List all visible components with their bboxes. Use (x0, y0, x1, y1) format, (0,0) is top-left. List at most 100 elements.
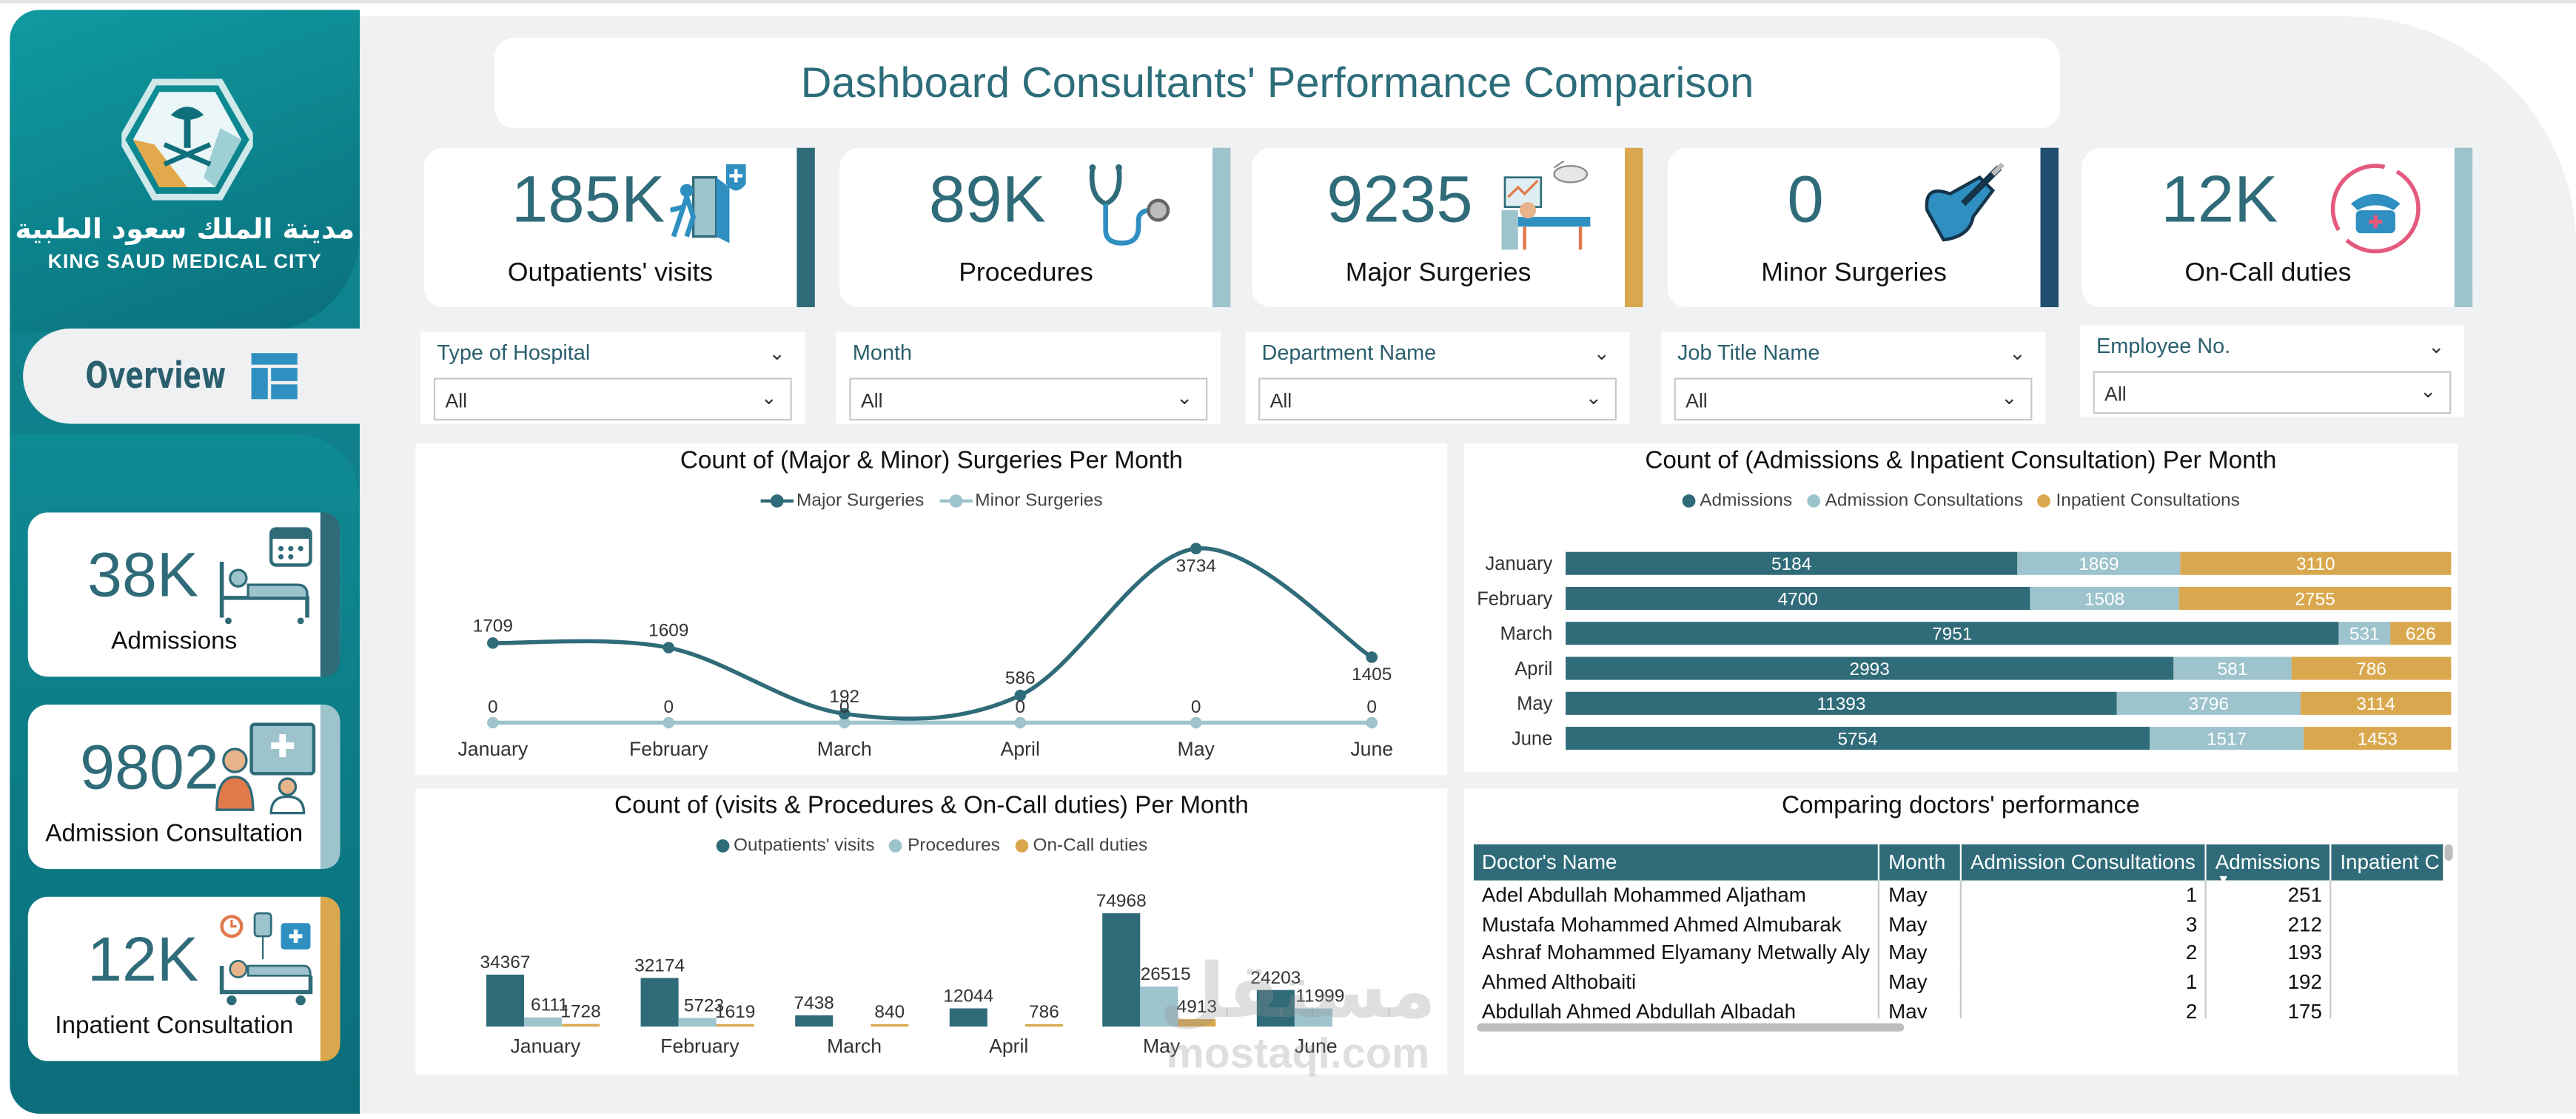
chevron-down-icon[interactable]: ⌄ (2009, 341, 2026, 365)
column-bar (486, 974, 524, 1027)
x-tick-label: February (660, 1035, 739, 1058)
filter-type-of-hospital: Type of Hospital ⌄ All ⌄ (420, 332, 805, 424)
col-admissions[interactable]: Admissions ▼ (2206, 844, 2332, 887)
col-month[interactable]: Month (1879, 844, 1962, 881)
column-data-label: 32174 (634, 956, 685, 976)
segment-data-label: 581 (2218, 659, 2248, 679)
segment-data-label: 5754 (1837, 729, 1877, 749)
column-bar (1178, 1019, 1216, 1027)
major-data-label: 586 (1005, 668, 1036, 688)
major-surgeries-point (663, 642, 675, 653)
cell-doctor-name: Ashraf Mohammed Elyamany Metwally Aly (1473, 938, 1881, 969)
y-tick-label: June (1512, 728, 1552, 749)
y-tick-label: February (1477, 588, 1552, 609)
major-data-label: 1609 (648, 621, 688, 641)
cell-month: May (1879, 997, 1962, 1019)
filter-employee-no-dropdown[interactable]: All ⌄ (2093, 371, 2452, 414)
col-doctors-name[interactable]: Doctor's Name (1473, 844, 1881, 881)
column-data-label: 7438 (794, 993, 834, 1013)
kpi-outpatients-visits-accent (796, 147, 815, 308)
stacked-bar-segment (1566, 691, 2117, 715)
admissions-card: 38K Admissions (27, 512, 341, 677)
filter-type-of-hospital-dropdown[interactable]: All ⌄ (433, 377, 792, 421)
legend-admissions-dot (1681, 494, 1695, 508)
cell-admissions: 175 (2206, 997, 2332, 1019)
stacked-bar-segment (2304, 727, 2452, 750)
top-divider (0, 0, 2576, 4)
segment-data-label: 1453 (2358, 729, 2398, 749)
overview-button[interactable]: Overview (23, 329, 360, 424)
table-row[interactable]: Abdullah Ahmed Abdullah Albadah May 2 175 (1473, 997, 2443, 1019)
column-data-label: 840 (874, 1002, 905, 1022)
legend-minor-marker (939, 494, 972, 508)
column-data-label: 26515 (1141, 964, 1191, 984)
cell-inpatient-consultations (2331, 968, 2443, 998)
kpi-minor-surgeries-label: Minor Surgeries (1761, 259, 1947, 288)
y-tick-label: April (1515, 659, 1552, 679)
segment-data-label: 1508 (2084, 589, 2124, 609)
legend-inpatient-consultations-label: Inpatient Consultations (2056, 491, 2240, 511)
segment-data-label: 3114 (2356, 694, 2395, 714)
minor-surgeries-point (839, 716, 851, 729)
filter-job-title-name: Job Title Name ⌄ All ⌄ (1660, 332, 2046, 424)
kpi-on-call-duties-accent (2454, 147, 2473, 308)
page-title: Dashboard Consultants' Performance Compa… (800, 57, 1754, 107)
col-admission-consultations[interactable]: Admission Consultations (1961, 844, 2207, 881)
cell-admission-consultations: 1 (1961, 968, 2207, 998)
minor-data-label: 0 (664, 697, 674, 717)
legend-inpatient-consultations-dot (2038, 494, 2051, 508)
inpatient-consultation-value: 12K (87, 926, 199, 995)
table-row[interactable]: Adel Abdullah Mohammed Aljatham May 1 251 (1473, 880, 2443, 910)
table-row[interactable]: Ahmed Althobaiti May 1 192 (1473, 968, 2443, 998)
watermark: مستقل mostaql.com (1133, 952, 1462, 1079)
visits-chart-title: Count of (visits & Procedures & On-Call … (614, 791, 1249, 820)
segment-data-label: 3796 (2189, 694, 2229, 714)
column-data-label: 34367 (480, 952, 531, 972)
major-surgeries-point (1190, 542, 1202, 555)
segment-data-label: 1517 (2207, 729, 2247, 749)
chevron-down-icon[interactable]: ⌄ (2428, 335, 2445, 358)
cell-inpatient-consultations (2331, 910, 2443, 939)
major-data-label: 1405 (1352, 665, 1392, 685)
major-data-label: 1709 (473, 616, 513, 636)
watermark-latin: mostaql.com (1166, 1028, 1430, 1078)
minor-data-label: 0 (1191, 697, 1201, 717)
kpi-minor-surgeries-value: 0 (1787, 164, 1824, 237)
col-inpatient-consultations[interactable]: Inpatient C (2331, 844, 2443, 881)
chevron-down-icon[interactable]: ⌄ (1593, 341, 1611, 365)
minor-surgeries-point (487, 716, 499, 729)
filter-job-title-name-dropdown[interactable]: All ⌄ (1674, 377, 2033, 421)
x-tick-label: April (1001, 738, 1040, 760)
ksmc-logo-icon (121, 78, 253, 201)
admissions-chart-title: Count of (Admissions & Inpatient Consult… (1645, 446, 2277, 475)
horizontal-scrollbar[interactable] (1477, 1023, 1905, 1032)
sort-descending-icon: ▼ (2216, 872, 2230, 887)
surgeries-chart-legend: Major Surgeries Minor Surgeries (416, 491, 1448, 511)
kpi-major-surgeries: 9235 Major Surgeries (1252, 147, 1643, 308)
doctors-performance-table: Doctor's Name Month Admission Consultati… (1473, 844, 2443, 1019)
column-bar (871, 1024, 909, 1027)
column-bar (1102, 913, 1141, 1027)
dashboard-grid-icon (251, 353, 298, 400)
chevron-down-icon[interactable]: ⌄ (768, 341, 785, 365)
column-bar (795, 1015, 833, 1027)
column-bar (716, 1024, 754, 1027)
minor-data-label: 0 (1015, 697, 1025, 717)
x-tick-label: February (629, 738, 708, 760)
stacked-bar-segment (1566, 586, 2030, 611)
filter-month-dropdown[interactable]: All ⌄ (849, 377, 1208, 421)
vertical-scrollbar[interactable] (2444, 844, 2453, 861)
stacked-bar-segment (2017, 551, 2181, 575)
cell-month: May (1879, 938, 1962, 969)
table-row[interactable]: Mustafa Mohammed Ahmed Almubarak May 3 212 (1473, 910, 2443, 939)
table-row[interactable]: Ashraf Mohammed Elyamany Metwally Aly May… (1473, 938, 2443, 969)
x-tick-label: April (989, 1035, 1028, 1058)
filter-type-of-hospital-value: All (445, 389, 468, 413)
cell-inpatient-consultations (2331, 997, 2443, 1019)
column-data-label: 6111 (531, 995, 568, 1015)
filter-department-name-dropdown[interactable]: All ⌄ (1258, 377, 1617, 421)
cell-admission-consultations: 1 (1961, 880, 2207, 910)
minor-surgeries-point (1366, 716, 1378, 729)
visits-chart-legend: Outpatients' visits Procedures On-Call d… (416, 836, 1448, 856)
kpi-procedures-accent (1212, 147, 1231, 308)
